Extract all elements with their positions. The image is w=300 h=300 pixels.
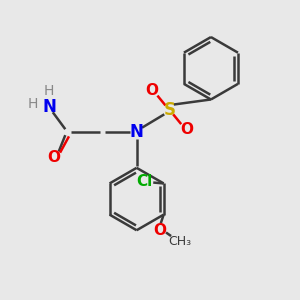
Text: S: S xyxy=(163,101,175,119)
Text: O: O xyxy=(47,150,60,165)
Text: Cl: Cl xyxy=(136,175,152,190)
Text: CH₃: CH₃ xyxy=(168,235,191,248)
Text: H: H xyxy=(27,97,38,111)
Text: O: O xyxy=(154,223,166,238)
Text: N: N xyxy=(42,98,56,116)
Text: O: O xyxy=(181,122,194,137)
Text: N: N xyxy=(130,123,144,141)
Text: H: H xyxy=(44,84,54,98)
Text: O: O xyxy=(145,83,158,98)
